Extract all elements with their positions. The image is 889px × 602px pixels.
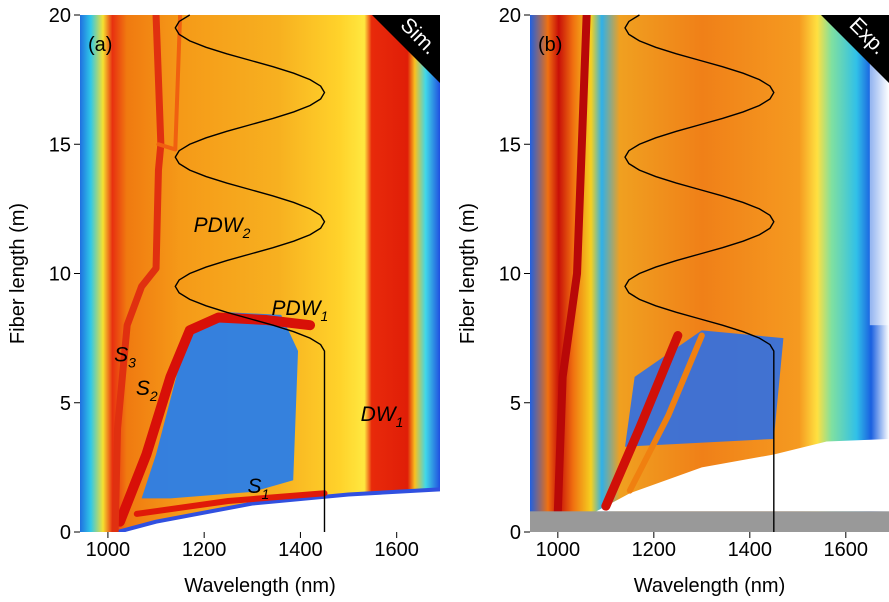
- profile-line: [174, 14, 326, 532]
- x-tick-label: 1200: [182, 539, 227, 561]
- annotation: S1: [247, 475, 269, 502]
- heatmap-region: [530, 511, 889, 532]
- profile-line: [624, 14, 775, 532]
- panel-label: (a): [88, 34, 112, 56]
- y-tick-label: 0: [60, 522, 71, 544]
- annotation-subscript: 2: [149, 388, 158, 404]
- heatmap: [530, 15, 889, 532]
- annotation: PDW2: [194, 214, 251, 241]
- annotation-subscript: 1: [396, 414, 404, 430]
- y-tick-label: 10: [49, 264, 71, 286]
- corner-badge: [372, 15, 440, 83]
- heatmap-region: [601, 331, 683, 511]
- y-axis-label: Fiber length (m): [7, 203, 29, 344]
- x-tick-label: 1600: [824, 539, 869, 561]
- annotation: S3: [114, 343, 136, 370]
- annotation: S2: [136, 377, 158, 404]
- y-tick-label: 0: [510, 522, 521, 544]
- corner-badge: [821, 15, 889, 83]
- x-tick-label: 1400: [728, 539, 773, 561]
- y-tick-label: 10: [499, 264, 521, 286]
- annotation-subscript: 2: [242, 225, 251, 241]
- heatmap-region: [117, 489, 440, 532]
- panel-label: (b): [538, 34, 562, 56]
- annotation-text: S: [114, 343, 128, 366]
- x-axis-label: Wavelength (nm): [184, 575, 336, 597]
- x-tick-label: 1000: [536, 539, 581, 561]
- x-axis-label: Wavelength (nm): [634, 575, 786, 597]
- x-tick-label: 1400: [278, 539, 323, 561]
- x-tick-label: 1000: [86, 539, 131, 561]
- y-axis-label: Fiber length (m): [457, 203, 479, 344]
- y-tick-label: 5: [60, 393, 71, 415]
- heatmap-region: [626, 332, 705, 494]
- annotation-subscript: 3: [128, 354, 136, 370]
- heatmap-region: [114, 312, 316, 527]
- heatmap-region: [156, 15, 183, 152]
- heatmap-region: [553, 15, 591, 516]
- heatmap-region: [133, 490, 328, 517]
- y-tick-label: 20: [49, 5, 71, 27]
- x-tick-label: 1600: [374, 539, 419, 561]
- annotation-text: S: [247, 475, 261, 498]
- annotation-subscript: 1: [262, 486, 270, 502]
- y-tick-label: 5: [510, 393, 521, 415]
- heatmap-region: [141, 312, 299, 499]
- annotation-text: DW: [361, 403, 398, 426]
- x-tick-label: 1200: [632, 539, 677, 561]
- y-tick-label: 15: [499, 134, 521, 156]
- annotation-subscript: 1: [321, 308, 329, 324]
- annotation-text: S: [136, 377, 150, 400]
- heatmap-region: [596, 438, 889, 512]
- annotation: PDW1: [272, 297, 329, 324]
- y-tick-label: 20: [499, 5, 521, 27]
- heatmap-region: [869, 15, 889, 326]
- heatmap: [80, 15, 440, 532]
- y-tick-label: 15: [49, 134, 71, 156]
- annotation: DW1: [361, 403, 404, 430]
- heatmap-region: [111, 15, 165, 532]
- heatmap-region: [115, 487, 440, 532]
- annotation-text: PDW: [272, 297, 323, 320]
- annotation-text: PDW: [194, 214, 245, 237]
